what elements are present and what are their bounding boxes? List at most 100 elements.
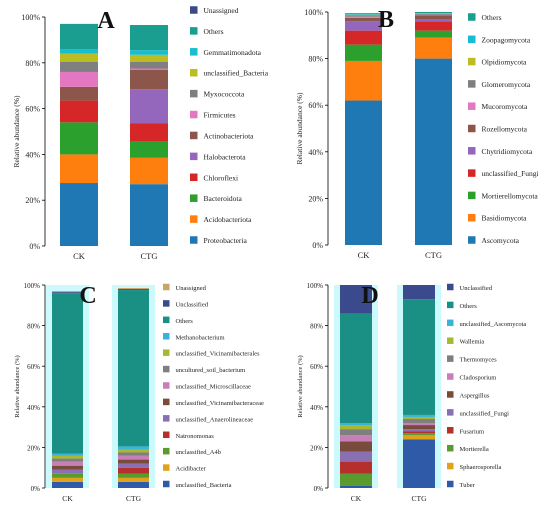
category-label: CTG xyxy=(412,494,428,503)
bar-segment xyxy=(340,425,372,430)
legend-label: Bacteroidota xyxy=(204,194,243,203)
legend-swatch xyxy=(447,301,454,309)
bar-segment xyxy=(345,13,382,15)
bar-segment xyxy=(340,429,372,436)
legend-label: unclassified_Fungi xyxy=(460,410,510,417)
y-tick-label: 0% xyxy=(31,485,41,493)
y-tick-label: 100% xyxy=(24,282,41,290)
bar-segment xyxy=(403,435,435,440)
panel-letter: C xyxy=(79,283,96,309)
bar-segment xyxy=(415,58,452,245)
bar-segment xyxy=(415,37,452,59)
y-tick-label: 20% xyxy=(310,444,323,452)
legend-swatch xyxy=(163,447,170,455)
legend-label: Unassigned xyxy=(176,285,207,292)
bar-segment xyxy=(118,452,149,456)
legend-label: unclassified_Vicinamibacteraceae xyxy=(176,400,265,407)
legend-label: Cladosporium xyxy=(460,375,497,382)
y-tick-label: 60% xyxy=(308,101,323,110)
legend-swatch xyxy=(468,213,476,222)
legend-label: Others xyxy=(176,318,194,325)
legend-label: unclassified_Bacteria xyxy=(204,69,269,78)
y-tick-label: 0% xyxy=(312,241,323,250)
legend-swatch xyxy=(190,131,198,140)
y-tick-label: 80% xyxy=(27,323,40,331)
y-tick-label: 20% xyxy=(25,196,40,205)
legend-label: Thermomyces xyxy=(460,357,498,364)
y-tick-label: 60% xyxy=(310,363,323,371)
legend-swatch xyxy=(163,300,170,307)
bar-segment xyxy=(340,313,372,424)
bar-segment xyxy=(52,461,83,466)
legend-swatch xyxy=(163,431,170,438)
bar-segment xyxy=(345,14,382,16)
y-axis-label: Relative abundance (%) xyxy=(14,355,21,417)
bar-segment xyxy=(340,485,372,488)
legend-label: Mucoromycota xyxy=(482,102,528,111)
legend-swatch xyxy=(468,236,476,244)
legend-swatch xyxy=(163,283,170,291)
legend-swatch xyxy=(447,444,454,452)
bar-segment xyxy=(60,61,98,72)
bar-segment xyxy=(52,458,83,462)
bar-segment xyxy=(340,473,372,486)
legend-swatch xyxy=(447,283,454,291)
bar-segment xyxy=(130,157,168,185)
legend-label: unclassified_Vicinamibacterales xyxy=(176,351,261,358)
y-tick-label: 80% xyxy=(25,59,40,68)
legend-swatch xyxy=(468,102,476,110)
bar-segment xyxy=(60,49,98,54)
bar-segment xyxy=(345,44,382,61)
bar-segment xyxy=(130,68,168,70)
legend-label: Others xyxy=(482,13,502,22)
legend-label: Myxococcota xyxy=(204,90,245,99)
legend-swatch xyxy=(190,48,198,56)
legend-label: Sphaerosporella xyxy=(460,464,502,471)
legend-swatch xyxy=(190,27,198,35)
y-axis-label: Relative abundance (%) xyxy=(295,92,304,165)
legend-swatch xyxy=(190,173,198,182)
bar-segment xyxy=(403,285,435,300)
legend-swatch xyxy=(163,349,170,356)
bar-segment xyxy=(130,141,168,158)
legend-label: Mortierella xyxy=(460,446,489,453)
legend-label: Tuber xyxy=(460,482,476,489)
bar-segment xyxy=(415,13,452,15)
legend-label: Methanobacterium xyxy=(176,334,225,341)
bar-segment xyxy=(345,30,382,45)
y-tick-label: 0% xyxy=(29,242,40,251)
legend-swatch xyxy=(190,6,198,14)
bar-segment xyxy=(345,21,382,31)
legend-swatch xyxy=(190,89,198,98)
bar-segment xyxy=(340,441,372,452)
legend-label: Basidiomycota xyxy=(482,214,528,223)
bar-segment xyxy=(130,69,168,90)
bar-segment xyxy=(60,183,98,246)
bar-segment xyxy=(60,71,98,87)
y-tick-label: 40% xyxy=(310,404,323,412)
category-label: CK xyxy=(73,251,86,261)
bar-segment xyxy=(130,89,168,124)
legend-swatch xyxy=(468,80,476,88)
bar-segment xyxy=(340,461,372,474)
bar-segment xyxy=(340,423,372,426)
legend-label: Natronomonas xyxy=(176,433,215,440)
y-tick-label: 40% xyxy=(308,148,323,157)
y-axis-label: Relative abundance (%) xyxy=(12,95,21,168)
legend-swatch xyxy=(468,191,476,200)
panel-letter: B xyxy=(378,7,394,33)
bar-segment xyxy=(118,467,149,474)
y-tick-label: 60% xyxy=(25,105,40,114)
legend-label: Rozellomycota xyxy=(482,125,528,134)
bar-segment xyxy=(403,414,435,417)
bar-segment xyxy=(403,439,435,488)
legend-label: unclassified_Microscillaceae xyxy=(176,384,252,391)
legend-label: Acidibacter xyxy=(176,466,207,473)
legend-swatch xyxy=(163,464,170,471)
panel-letter: A xyxy=(97,8,115,34)
bar-segment xyxy=(130,25,168,51)
bar-segment xyxy=(52,292,83,294)
legend-swatch xyxy=(190,236,198,244)
category-label: CTG xyxy=(126,494,142,503)
category-label: CK xyxy=(358,250,371,260)
